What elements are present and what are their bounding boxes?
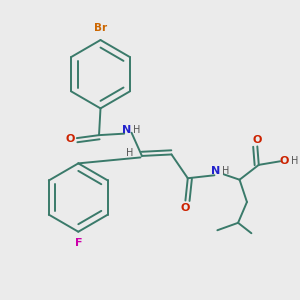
Text: H: H xyxy=(222,167,229,176)
Text: O: O xyxy=(253,135,262,145)
Text: N: N xyxy=(122,125,131,135)
Text: F: F xyxy=(75,238,82,248)
Text: H: H xyxy=(291,156,298,166)
Text: Br: Br xyxy=(94,23,107,34)
Text: H: H xyxy=(133,125,140,135)
Text: O: O xyxy=(279,156,289,166)
Text: H: H xyxy=(126,148,133,158)
Text: O: O xyxy=(180,203,190,213)
Text: O: O xyxy=(66,134,75,144)
Text: N: N xyxy=(211,167,220,176)
